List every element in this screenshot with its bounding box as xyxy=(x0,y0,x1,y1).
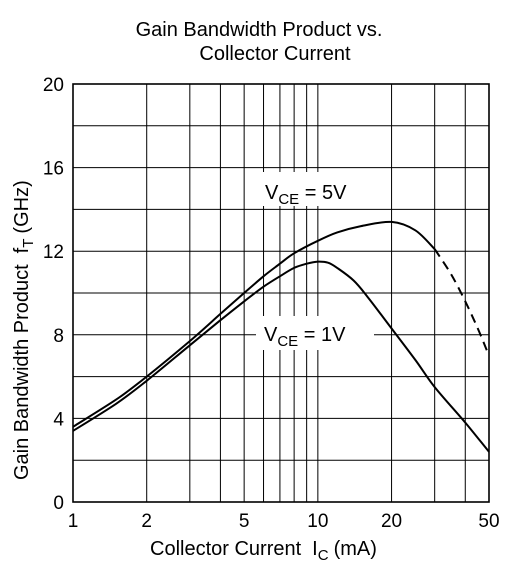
series-line-1 xyxy=(72,260,490,453)
series-label-1v-background xyxy=(256,316,374,350)
y-axis-label-symbol: f xyxy=(11,247,33,253)
x-axis-label: Collector Current IC (mA) xyxy=(150,538,377,562)
series-label-5v-main: V xyxy=(265,182,279,204)
series-label-5v-background xyxy=(256,172,360,206)
y-tick-label: 4 xyxy=(53,409,64,430)
y-axis-label-sub: T xyxy=(20,239,37,248)
series-label-1v-main: V xyxy=(264,324,278,346)
series-label-1v-sub: CE xyxy=(277,333,298,350)
x-axis-label-text: Collector Current xyxy=(150,538,302,560)
series-line-0-extrapolated xyxy=(433,248,490,357)
series-label-5v-sub: CE xyxy=(278,191,299,208)
series-label-1v-text: VCE = 1V xyxy=(264,324,346,350)
y-tick-label: 16 xyxy=(43,159,64,180)
x-axis-label-sub: C xyxy=(318,547,329,562)
y-axis-label-text: Gain Bandwidth Product xyxy=(11,264,33,480)
series-label-1v-value: = 1V xyxy=(298,324,346,346)
series-label-5v-value: = 5V xyxy=(299,182,347,204)
x-tick-label: 2 xyxy=(141,511,152,532)
x-tick-label: 5 xyxy=(239,511,250,532)
y-tick-label: 12 xyxy=(43,242,64,263)
x-tick-label: 10 xyxy=(307,511,328,532)
grid xyxy=(72,83,490,503)
curves xyxy=(72,220,490,453)
x-tick-label: 1 xyxy=(68,511,79,532)
series-line-0 xyxy=(72,220,436,428)
chart-title-line-2: Collector Current xyxy=(199,43,351,65)
plot-frame xyxy=(72,83,490,503)
y-tick-label: 8 xyxy=(53,326,64,347)
x-axis-label-unit: (mA) xyxy=(334,538,377,560)
y-axis-label: Gain Bandwidth Product fT (GHz) xyxy=(11,180,37,480)
series-label-5v-text: VCE = 5V xyxy=(265,182,347,208)
y-tick-label: 0 xyxy=(53,493,64,514)
y-axis-label-unit: (GHz) xyxy=(11,180,33,233)
series-label-1v: VCE = 1V xyxy=(256,316,374,350)
series-label-5v: VCE = 5V xyxy=(256,172,360,208)
chart-title-line-1: Gain Bandwidth Product vs. xyxy=(136,19,383,41)
x-tick-label: 20 xyxy=(381,511,402,532)
y-tick-label: 20 xyxy=(43,75,64,96)
x-tick-label: 50 xyxy=(478,511,499,532)
x-axis-label-symbol: I xyxy=(312,538,318,560)
